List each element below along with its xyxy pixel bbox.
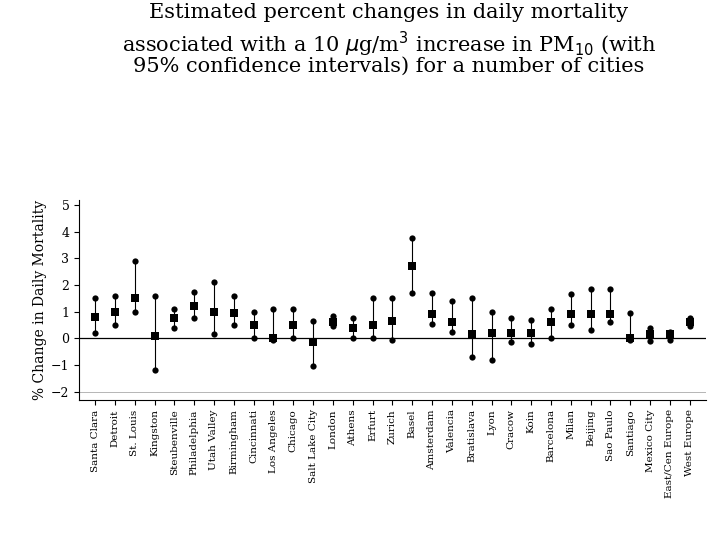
- Text: associated with a 10 $\mu$g/m$^3$ increase in PM$_{10}$ (with: associated with a 10 $\mu$g/m$^3$ increa…: [122, 30, 656, 59]
- Text: Estimated percent changes in daily mortality: Estimated percent changes in daily morta…: [149, 3, 629, 22]
- Y-axis label: % Change in Daily Mortality: % Change in Daily Mortality: [33, 200, 47, 400]
- Text: 95% confidence intervals) for a number of cities: 95% confidence intervals) for a number o…: [133, 57, 644, 76]
